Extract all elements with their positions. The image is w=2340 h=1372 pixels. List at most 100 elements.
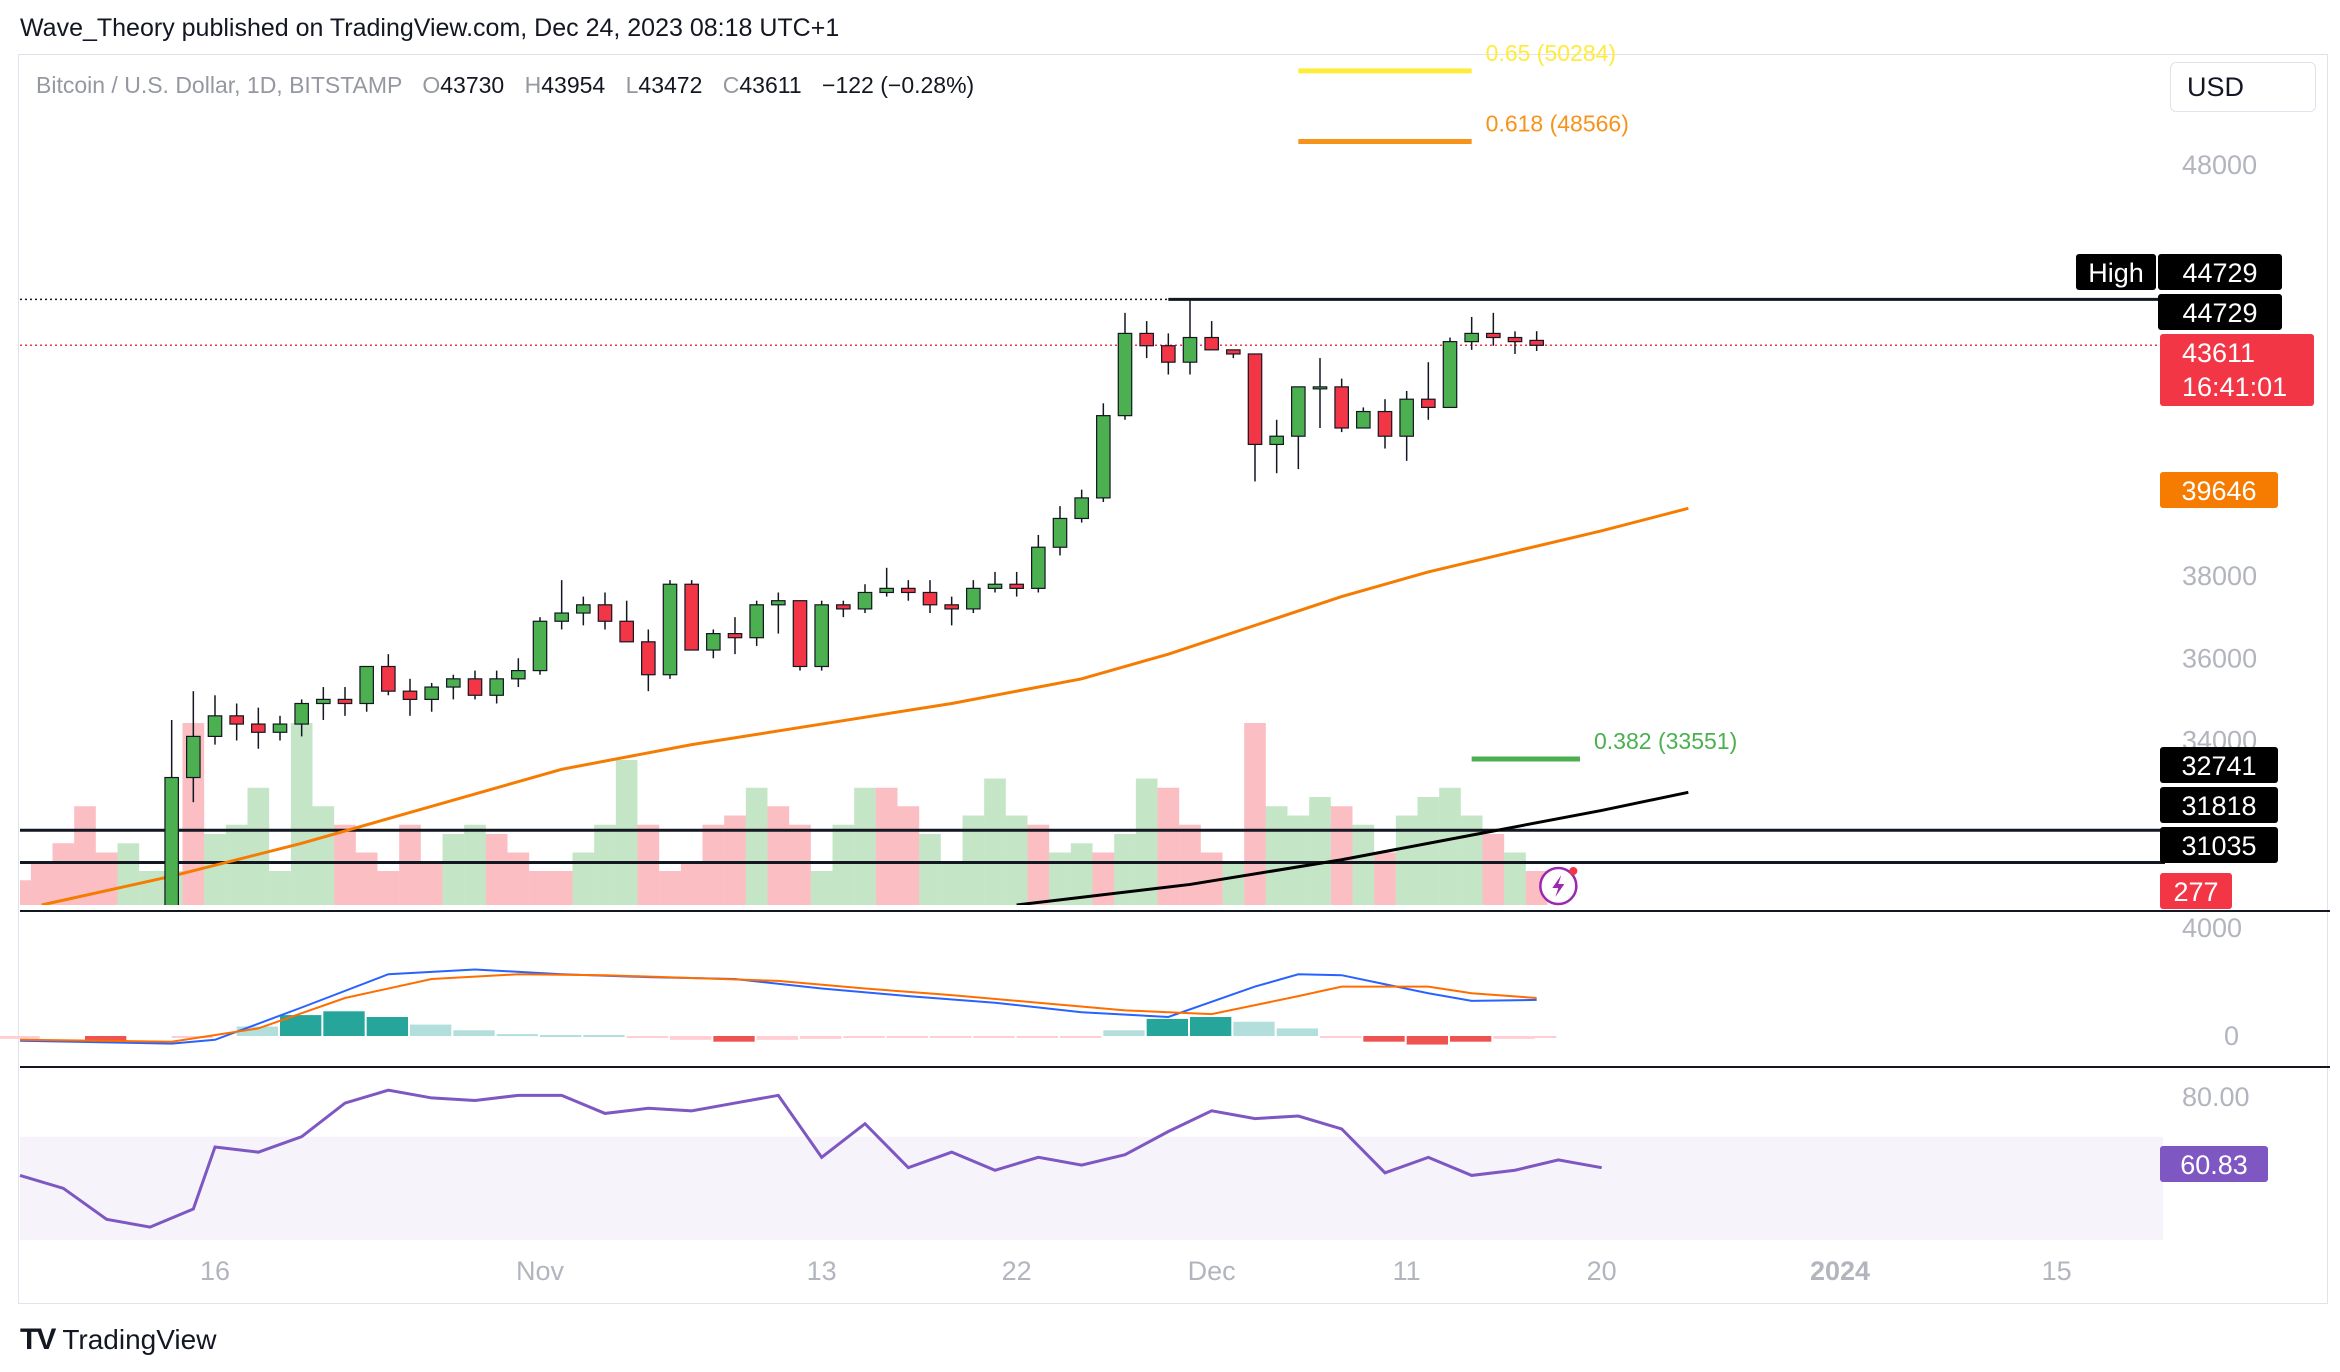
macd-hist-bar [1060, 1036, 1102, 1038]
support-1-tag-bg [2160, 787, 2278, 823]
candle-body [879, 587, 894, 594]
macd-hist-bar [756, 1036, 798, 1040]
volume-bar [399, 824, 421, 905]
volume-tag-bg [2160, 873, 2232, 909]
volume-bar [724, 815, 746, 905]
macd-hist-bar [1320, 1036, 1362, 1038]
ema200-tag: 32741 [2181, 751, 2256, 781]
x-tick-20: 20 [1587, 1256, 1617, 1286]
volume-bar [962, 815, 985, 905]
candles-layer [122, 300, 1544, 966]
volume-bar [117, 843, 140, 905]
rsi-band [20, 1136, 2163, 1240]
price-pane [20, 68, 2165, 966]
open-value: 43730 [440, 72, 505, 98]
volume-bar [1352, 824, 1375, 905]
fib_0382-label: 0.382 (33551) [1594, 728, 1737, 754]
candle-body [836, 604, 851, 610]
candle-body [467, 678, 483, 696]
macd-hist-bar [973, 1036, 1015, 1038]
volume-bar [1070, 843, 1093, 905]
volume-bar [485, 834, 508, 905]
candle-body [1377, 410, 1393, 437]
macd-hist-bar [930, 1036, 972, 1038]
rsi-value-tag-bg [2160, 1146, 2268, 1182]
macd-hist-bar [0, 1036, 40, 1039]
macd-hist-bar [496, 1034, 538, 1037]
macd-hist-bar [1103, 1030, 1145, 1036]
candle-body [1529, 339, 1544, 346]
candle-body [1269, 435, 1284, 446]
symbol-name: Bitcoin / U.S. Dollar, 1D, BITSTAMP [36, 72, 402, 98]
candle-body [1486, 332, 1501, 339]
volume-bar [225, 824, 248, 905]
x-tick-nov: Nov [516, 1256, 565, 1286]
candle-body [662, 583, 678, 676]
volume-bar [659, 871, 681, 905]
candle-body [901, 587, 916, 594]
currency-button[interactable]: USD [2170, 62, 2316, 112]
volume-bar [1222, 861, 1245, 905]
volume-bar [1157, 787, 1180, 905]
x-tick-11: 11 [1393, 1256, 1421, 1286]
candle-body [1442, 341, 1458, 409]
macd-hist-bar [366, 1017, 408, 1036]
macd-hist-bar [1406, 1036, 1448, 1045]
brand-name: TradingView [62, 1324, 217, 1355]
footer-brand: TV TradingView [20, 1323, 216, 1357]
volume-bar [139, 871, 161, 905]
volume-bar [550, 871, 573, 905]
candle-body [1399, 398, 1414, 437]
volume-bar [854, 787, 876, 905]
y-tick-38000: 38000 [2182, 561, 2257, 591]
candle-body [1052, 517, 1068, 548]
volume-bar [377, 871, 400, 905]
macd-hist-bar [1146, 1018, 1188, 1036]
close-label: C [722, 72, 740, 98]
macd-hist-bar [1190, 1017, 1232, 1036]
y-tick-36000: 36000 [2182, 643, 2257, 673]
volume-bar [1417, 797, 1440, 905]
volume-bar [1179, 824, 1201, 905]
volume-bar [1114, 834, 1136, 905]
x-tick-15: 15 [2042, 1256, 2072, 1286]
y-tick-48000: 48000 [2182, 150, 2257, 180]
volume-bar [594, 824, 616, 905]
candle-body [402, 690, 418, 700]
rsi-tick-80: 80.00 [2182, 1082, 2250, 1112]
volume-bar [290, 723, 313, 905]
macd-hist-bar [323, 1011, 365, 1036]
candle-body [229, 715, 244, 725]
candle-body [1117, 332, 1133, 417]
candle-body [1421, 398, 1436, 409]
candle-body [186, 735, 201, 779]
candle-body [1139, 332, 1154, 347]
macd-hist-bar [626, 1036, 668, 1038]
macd-hist-bar [1363, 1036, 1405, 1042]
volume-bar [572, 852, 595, 905]
candle-body [727, 632, 743, 639]
low-value: 43472 [638, 72, 703, 98]
ema50-tag-bg [2160, 472, 2278, 508]
candle-body [1247, 353, 1263, 446]
candle-body [122, 954, 135, 966]
candle-body [489, 678, 504, 696]
candle-body [987, 583, 1003, 589]
macd-hist-bar [280, 1015, 322, 1036]
volume-bar [789, 824, 811, 905]
candle-body [1074, 497, 1089, 520]
volume-bar [984, 778, 1006, 905]
volume-layer [20, 723, 1548, 905]
support-2-tag: 31035 [2181, 831, 2256, 861]
price-tag-bg [2160, 334, 2314, 406]
volume-bar [1200, 852, 1223, 905]
candle-body [424, 686, 439, 700]
open-label: O [422, 72, 441, 98]
macd-hist-bar [1515, 1036, 1557, 1038]
volume-bar [420, 861, 443, 905]
macd-hist-bar [1016, 1036, 1058, 1038]
chart-frame [18, 54, 2328, 1304]
candle-body [1096, 415, 1111, 499]
candle-body [1356, 410, 1371, 429]
candle-body [251, 723, 266, 733]
